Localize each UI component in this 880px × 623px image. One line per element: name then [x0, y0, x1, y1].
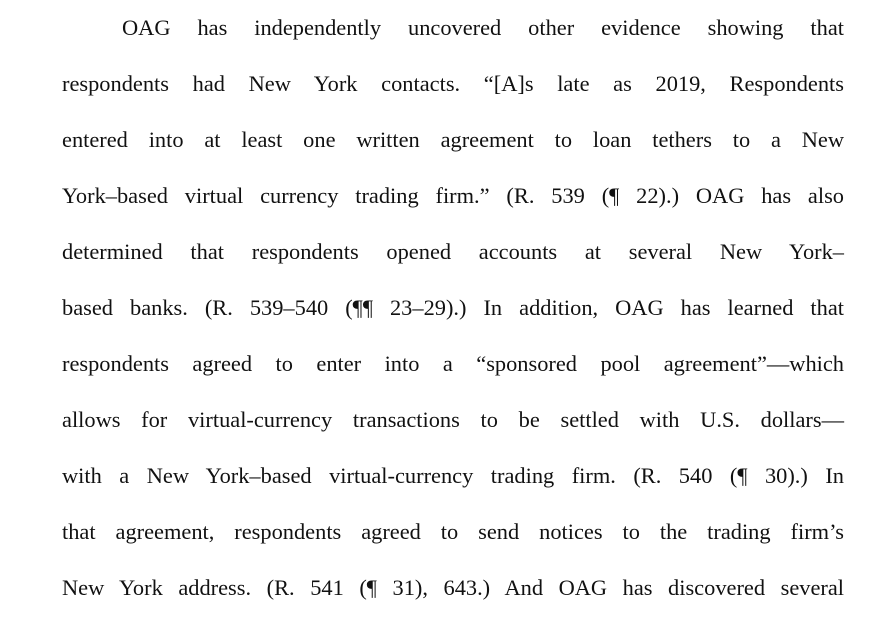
paragraph-line-5: determined that respondents opened accou…: [62, 239, 844, 264]
paragraph-line-2: respondents had New York contacts. “[A]s…: [62, 71, 844, 96]
paragraph-line-4: York–based virtual currency trading firm…: [62, 183, 844, 208]
paragraph-line-9: with a New York–based virtual-currency t…: [62, 463, 844, 488]
paragraph-line-3: entered into at least one written agreem…: [62, 127, 844, 152]
paragraph-line-11: New York address. (R. 541 (¶ 31), 643.) …: [62, 575, 844, 600]
paragraph-line-6: based banks. (R. 539–540 (¶¶ 23–29).) In…: [62, 295, 844, 320]
paragraph-line-1: OAG has independently uncovered other ev…: [122, 15, 844, 40]
paragraph-line-8: allows for virtual-currency transactions…: [62, 407, 844, 432]
paragraph-line-7: respondents agreed to enter into a “spon…: [62, 351, 844, 376]
paragraph-line-10: that agreement, respondents agreed to se…: [62, 519, 844, 544]
